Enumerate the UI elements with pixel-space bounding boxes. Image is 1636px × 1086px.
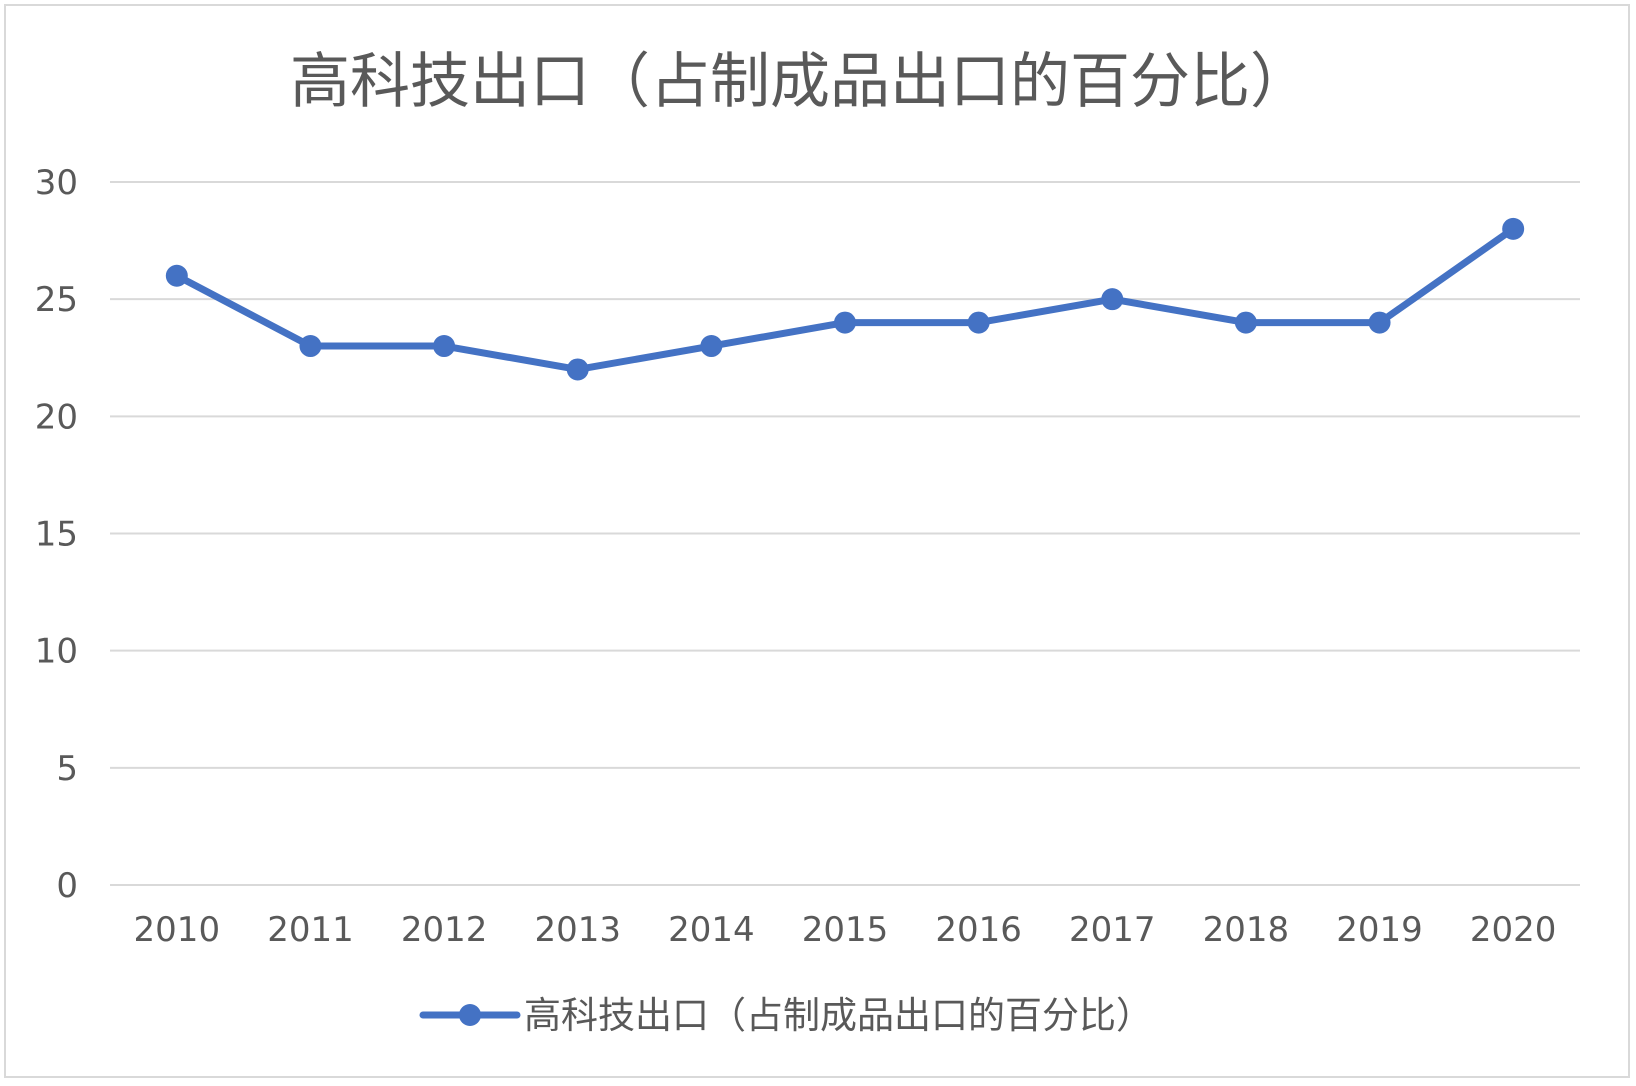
x-tick-label: 2019 bbox=[1336, 910, 1423, 950]
data-point[interactable] bbox=[1502, 217, 1525, 240]
data-point[interactable] bbox=[299, 335, 322, 358]
data-point[interactable] bbox=[1368, 311, 1391, 334]
x-axis-tick-labels: 2010 2011 2012 2013 2014 2015 2016 2017 2018 2019… bbox=[134, 910, 1557, 950]
data-point[interactable] bbox=[433, 335, 456, 358]
x-tick-label: 2017 bbox=[1069, 910, 1156, 950]
x-tick-label: 2015 bbox=[802, 910, 889, 950]
x-tick-label: 2016 bbox=[935, 910, 1022, 950]
y-tick-label: 0 bbox=[56, 866, 78, 906]
legend-marker-swatch bbox=[459, 1004, 481, 1026]
x-tick-label: 2014 bbox=[668, 910, 755, 950]
data-point[interactable] bbox=[700, 335, 723, 358]
data-point[interactable] bbox=[967, 311, 990, 334]
y-tick-label: 15 bbox=[35, 515, 78, 555]
data-point[interactable] bbox=[1234, 311, 1257, 334]
data-point[interactable] bbox=[165, 264, 188, 287]
series-layer bbox=[165, 217, 1525, 381]
data-point[interactable] bbox=[566, 358, 589, 381]
x-tick-label: 2020 bbox=[1470, 910, 1557, 950]
chart-title: 高科技出口（占制成品出口的百分比） bbox=[290, 47, 1310, 117]
y-tick-label: 25 bbox=[35, 280, 78, 320]
x-tick-label: 2010 bbox=[134, 910, 221, 950]
x-tick-label: 2013 bbox=[534, 910, 621, 950]
y-tick-label: 10 bbox=[35, 632, 78, 672]
grid-lines bbox=[110, 181, 1580, 886]
y-tick-label: 20 bbox=[35, 397, 78, 437]
y-tick-label: 30 bbox=[35, 163, 78, 203]
x-tick-label: 2018 bbox=[1203, 910, 1290, 950]
x-tick-label: 2011 bbox=[267, 910, 354, 950]
legend-label: 高科技出口（占制成品出口的百分比） bbox=[524, 994, 1153, 1037]
y-axis-tick-labels: 0 5 10 15 20 25 30 bbox=[35, 163, 78, 906]
legend[interactable]: 高科技出口（占制成品出口的百分比） bbox=[419, 994, 1153, 1037]
data-point[interactable] bbox=[1101, 288, 1124, 311]
x-tick-label: 2012 bbox=[401, 910, 488, 950]
y-tick-label: 5 bbox=[56, 749, 78, 789]
data-point[interactable] bbox=[834, 311, 856, 334]
